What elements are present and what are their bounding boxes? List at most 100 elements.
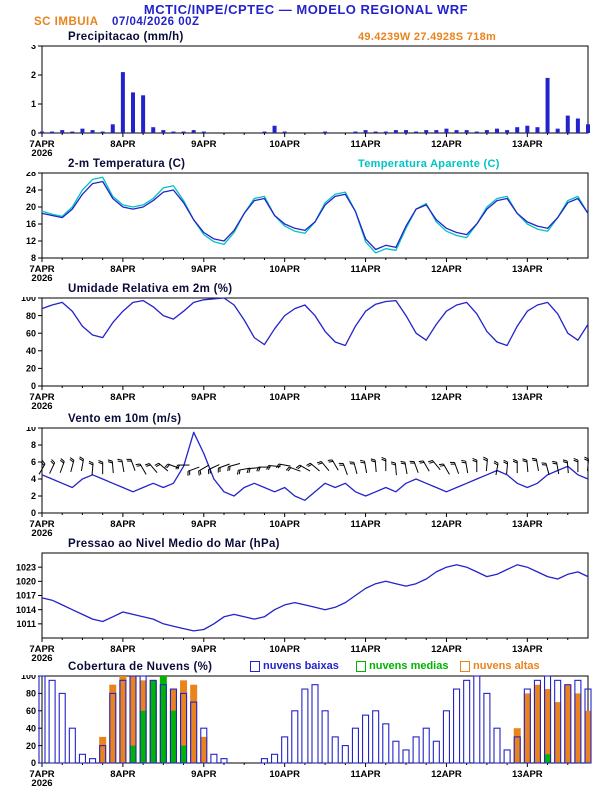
cloud-bar [483,692,491,764]
y-tick-label: 6 [31,457,36,467]
y-tick-label: 40 [26,346,36,356]
precip-bar [131,92,135,133]
x-tick-label: 9APR [191,644,216,655]
cloud-bar [574,693,582,763]
cloud-bar [523,688,531,764]
precip-bar [484,130,489,133]
precip-bar [414,131,419,133]
x-tick-label: 10APR [269,264,300,275]
cloud-bar [311,684,319,764]
y-tick-label: 28 [26,172,36,178]
x-tick-label: 8APR [110,392,135,403]
cloud-bar [220,758,228,764]
y-tick-label: 80 [26,311,36,321]
cloud-bar [544,675,552,764]
y-tick-label: 60 [26,328,36,338]
cloud-bar [169,688,177,764]
cloud-bar [159,684,167,764]
plot-frame [41,172,589,259]
x-tick-label: 10APR [269,769,300,780]
apparent-temperature-legend: Temperatura Aparente (C) [358,158,500,170]
precip-bar [272,125,277,133]
cloud-bar [422,727,430,764]
precip-bar [525,125,530,133]
cloud-bar [169,710,177,763]
series [41,431,589,501]
precip-bar [404,130,408,133]
precip-bar [181,131,186,133]
cloud-bar [180,680,188,763]
y-tick-label: 80 [26,689,36,699]
cloud-bar [382,723,390,764]
cloud-bar [544,689,552,763]
y-tick-label: 3 [31,45,36,51]
precip-bar [535,127,540,133]
x-tick-label: 13APR [512,519,543,530]
cloud-bar [554,702,562,763]
panel-title-pressure: Pressao ao Nivel Medio do Mar (hPa) [68,538,280,550]
nuvens-altas-swatch-icon [460,660,470,672]
x-tick-label: 8APR [110,519,135,530]
cloud-bar [442,710,450,764]
x-tick-label: 7APR [29,264,54,275]
precip-bar [424,130,429,133]
plot-frame [41,45,589,134]
x-tick-label: 13APR [512,264,543,275]
cloud-bar [341,745,349,764]
year-label: 2026 [31,148,52,158]
cloud-bar [574,679,582,764]
y-tick-label: 10 [26,427,36,433]
y-tick-label: 40 [26,723,36,733]
x-tick-label: 10APR [269,519,300,530]
cloud-bar [513,728,521,763]
precip-bar [171,131,176,133]
y-tick-label: 1014 [16,605,36,615]
header-title: MCTIC/INPE/CPTEC — MODELO REGIONAL WRF [143,2,469,17]
cloud-bar [139,710,147,763]
cloud-bar [109,692,117,764]
y-tick-label: 2 [31,491,36,501]
cloud-bar [180,692,188,764]
cloud-bar [331,736,339,764]
plot-frame [41,552,589,639]
x-tick-label: 13APR [512,392,543,403]
2-m Temperatura [41,180,589,251]
cloud-bar [392,740,400,764]
cloud-bar [200,736,208,763]
y-tick-label: 100 [21,297,36,303]
precip-bar [100,131,105,133]
x-tick-label: 9APR [191,264,216,275]
precip-bar [110,124,115,133]
Pressao [41,564,589,632]
legend-nuvens-baixas-label: nuvens baixas [263,660,339,672]
cloud-bar [109,684,117,763]
precip-bar [444,128,449,133]
panel-title-wind: Vento em 10m (m/s) [68,413,182,425]
y-tick-label: 8 [31,440,36,450]
x-tick-label: 12APR [431,392,462,403]
y-tick-label: 0 [31,508,36,518]
y-tick-label: 24 [26,185,36,195]
precip-bar [80,128,85,133]
series [38,675,592,764]
y-tick-label: 0 [31,128,36,138]
cloud-bar [129,676,137,763]
precip-bar [50,131,55,133]
x-tick-label: 11APR [351,644,381,655]
panel-title-temperature: 2-m Temperatura (C) [68,158,186,170]
x-tick-label: 7APR [29,139,54,150]
year-label: 2026 [31,528,52,538]
location-label: 49.4239W 27.4928S 718m [358,31,497,43]
y-tick-label: 20 [26,364,36,374]
x-tick-label: 13APR [512,769,543,780]
x-tick-label: 9APR [191,519,216,530]
x-tick-label: 7APR [29,519,54,530]
Temperatura Aparente [41,176,589,254]
cloud-bar [190,684,198,763]
